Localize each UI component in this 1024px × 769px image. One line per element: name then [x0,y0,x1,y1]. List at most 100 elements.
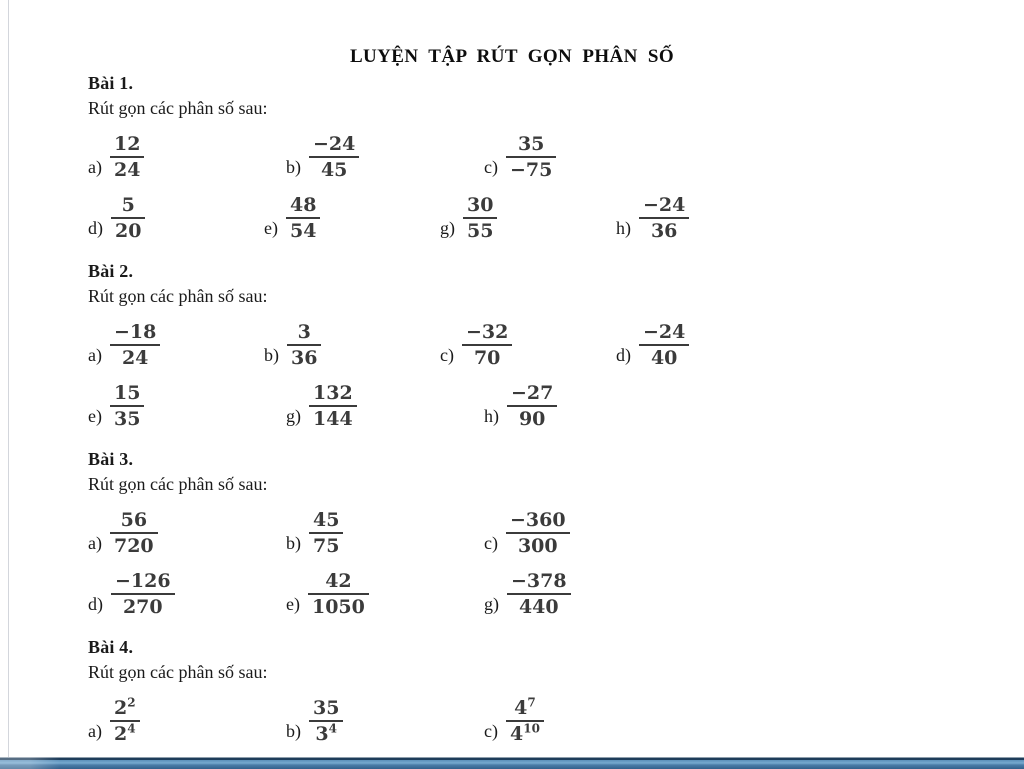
fraction: 15 35 [109,382,145,430]
numerator: 15 [109,382,145,407]
fraction-item-d: d) −24 40 [616,321,792,369]
numerator: −32 [461,321,513,346]
fraction-item-a: a) 12 24 [88,133,286,181]
fraction-item-c: c) 47 410 [484,697,682,745]
denominator: 36 [291,347,318,369]
numerator: 12 [109,133,145,158]
fraction-item-b: b) 45 75 [286,509,484,557]
denominator: 40 [650,347,678,369]
numerator: −24 [639,321,690,346]
numerator: −24 [309,133,360,158]
item-label: c) [440,345,454,365]
numerator: −24 [639,194,690,219]
exercise-heading: Bài 3. [88,449,134,469]
numerator: −126 [111,570,175,595]
denominator: 720 [113,535,154,557]
item-label: c) [484,533,498,553]
fraction: 35 −75 [505,133,557,181]
fraction: 35 34 [309,697,344,745]
item-label: a) [88,721,102,741]
denominator: 55 [467,220,494,242]
fraction: 12 24 [109,133,145,181]
fraction: −360 300 [505,509,570,557]
fraction: −24 40 [639,321,690,369]
fraction-item-h: h) −27 90 [484,382,682,430]
denominator: 45 [320,159,348,181]
exercise-heading: Bài 2. [88,261,134,281]
numerator: 5 [111,194,146,219]
numerator: 48 [285,194,321,219]
denominator: 24 [121,347,149,369]
numerator: 132 [309,382,357,407]
item-label: b) [286,533,301,553]
denominator: 300 [517,535,558,557]
item-label: c) [484,721,498,741]
fraction-item-g: g) 30 55 [440,194,616,242]
denominator: 144 [313,408,353,430]
numerator: 56 [109,509,158,534]
fraction-item-c: c) −360 300 [484,509,682,557]
item-label: d) [88,218,103,238]
numerator-exponent: 7 [527,695,536,710]
item-label: g) [484,594,499,614]
denominator: 24 [113,721,136,745]
fraction-item-a: a) −18 24 [88,321,264,369]
denominator: 75 [313,535,340,557]
fraction: 30 55 [463,194,498,242]
denominator: 70 [473,347,501,369]
item-label: b) [286,157,301,177]
item-label: e) [88,406,102,426]
numerator: 35 [309,697,344,722]
fraction-item-b: b) −24 45 [286,133,484,181]
fraction-row: e) 15 35 g) 132 144 h) −27 90 [88,382,994,430]
fraction-item-b: b) 3 36 [264,321,440,369]
denominator: 34 [315,721,338,745]
numerator: 35 [505,133,557,158]
numerator: 3 [287,321,322,346]
item-label: a) [88,157,102,177]
fraction: −378 440 [507,570,571,618]
denominator-exponent: 4 [328,721,338,736]
denominator: 270 [122,596,163,618]
denominator: −75 [509,159,553,181]
fraction-item-c: c) 35 −75 [484,133,682,181]
page-left-border-line [8,0,9,769]
fraction: −24 36 [639,194,690,242]
item-label: g) [286,406,301,426]
fraction: 132 144 [309,382,357,430]
fraction-row: a) −18 24 b) 3 36 c) −32 70 d) −24 40 [88,321,994,369]
fraction: 48 54 [285,194,321,242]
exercise-section-1: Bài 1. Rút gọn các phân số sau: a) 12 24 b) −2… [88,72,994,242]
item-label: h) [616,218,631,238]
fraction-item-d: d) 5 20 [88,194,264,242]
fraction: −32 70 [461,321,513,369]
item-label: h) [484,406,499,426]
item-label: c) [484,157,498,177]
item-label: d) [88,594,103,614]
item-label: e) [264,218,278,238]
denominator: 1050 [311,596,365,618]
numerator: 22 [109,697,140,722]
fraction: 56 720 [109,509,158,557]
fraction: −126 270 [111,570,175,618]
fraction: 45 75 [309,509,344,557]
exercise-instruction: Rút gọn các phân số sau: [88,286,268,306]
denominator: 20 [115,220,142,242]
page-title: LUYỆN TẬP RÚT GỌN PHÂN SỐ [349,46,675,67]
document-content: Bài 1. Rút gọn các phân số sau: a) 12 24 b) −2… [0,72,1024,745]
fraction: 3 36 [287,321,322,369]
exercise-heading: Bài 1. [88,73,134,93]
denominator: 54 [289,220,317,242]
denominator: 410 [509,721,540,745]
numerator: 45 [309,509,344,534]
item-label: g) [440,218,455,238]
fraction-item-e: e) 15 35 [88,382,286,430]
item-label: a) [88,533,102,553]
exercise-section-3: Bài 3. Rút gọn các phân số sau: a) 56 720 b) 4… [88,448,994,618]
fraction-item-d: d) −126 270 [88,570,286,618]
exercise-heading: Bài 4. [88,637,134,657]
item-label: a) [88,345,102,365]
exercise-instruction: Rút gọn các phân số sau: [88,98,268,118]
denominator-exponent: 4 [127,721,136,736]
